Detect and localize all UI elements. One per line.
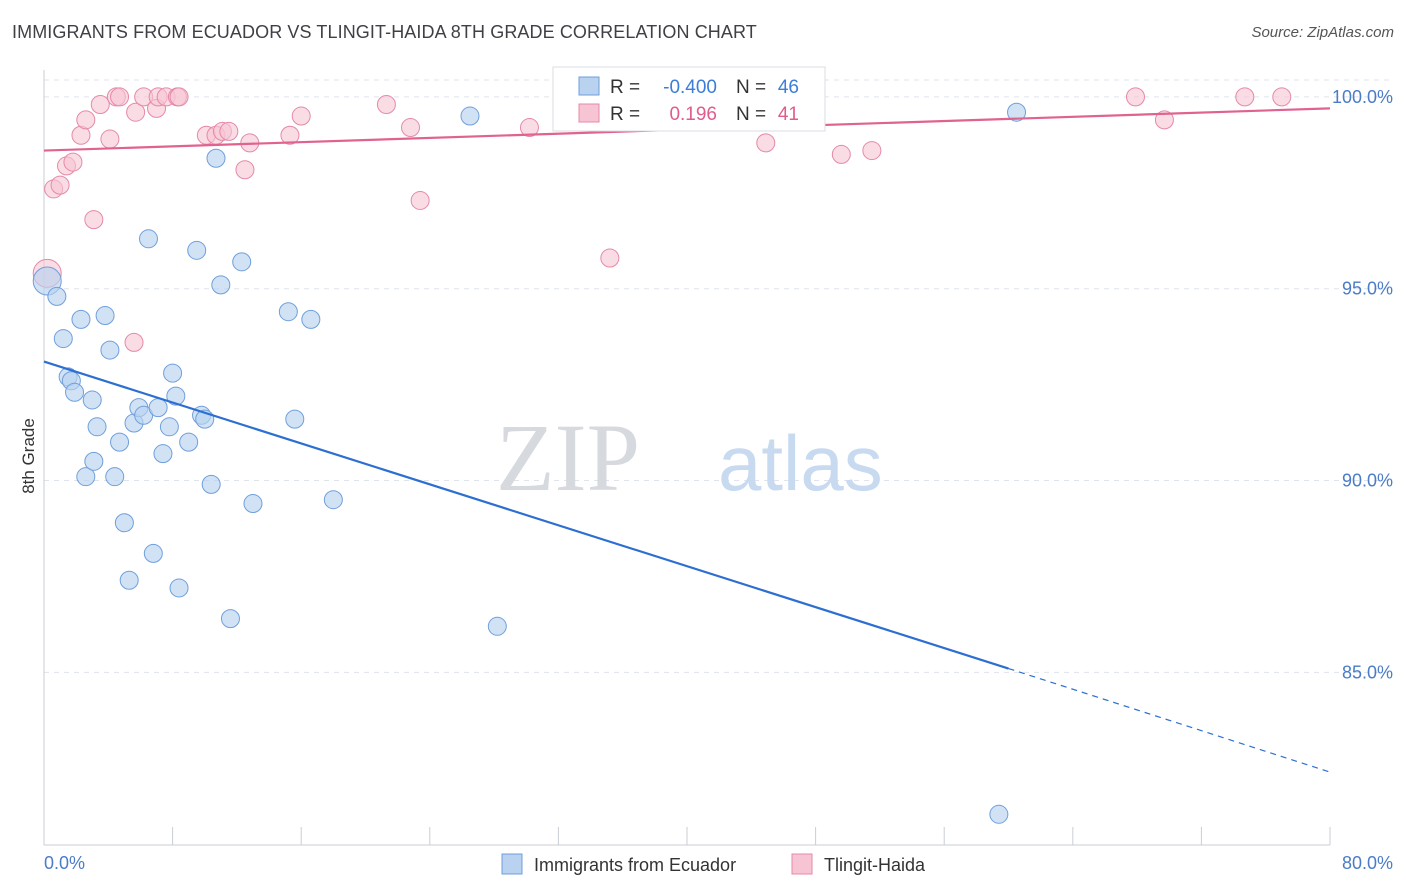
point-immigrants-from-ecuador: [105, 467, 125, 487]
point-immigrants-from-ecuador: [487, 616, 507, 636]
point-immigrants-from-ecuador: [138, 229, 158, 249]
point-immigrants-from-ecuador: [87, 417, 107, 437]
bottom-legend-swatch-blue: [501, 853, 523, 875]
point-immigrants-from-ecuador: [187, 240, 207, 260]
trend-line-ecuador-extension: [1008, 667, 1331, 773]
point-immigrants-from-ecuador: [95, 306, 115, 326]
point-immigrants-from-ecuador: [211, 275, 231, 295]
point-tlingit-haida: [280, 125, 300, 145]
stats-legend: R = -0.400 N = 46 R = 0.196 N = 41: [552, 66, 826, 132]
y-tick-label: 95.0%: [1342, 279, 1393, 299]
source-label: Source: ZipAtlas.com: [1251, 24, 1394, 41]
point-tlingit-haida: [63, 152, 83, 172]
point-immigrants-from-ecuador: [232, 252, 252, 272]
y-tick-label: 90.0%: [1342, 471, 1393, 491]
legend-n-label: N =: [736, 104, 766, 125]
legend-r-label: R =: [610, 104, 640, 125]
point-immigrants-from-ecuador: [220, 609, 240, 629]
point-immigrants-from-ecuador: [169, 578, 189, 598]
legend-n-value: 41: [778, 104, 799, 125]
point-tlingit-haida: [84, 210, 104, 230]
point-immigrants-from-ecuador: [110, 432, 130, 452]
point-tlingit-haida: [90, 95, 110, 115]
point-immigrants-from-ecuador: [65, 382, 85, 402]
bottom-legend-label-tlingit: Tlingit-Haida: [824, 855, 926, 875]
point-tlingit-haida: [1272, 87, 1292, 107]
point-tlingit-haida: [169, 87, 189, 107]
legend-n-label: N =: [736, 77, 766, 98]
point-tlingit-haida: [1235, 87, 1255, 107]
y-axis-tick-labels: 85.0% 90.0% 95.0% 100.0%: [1332, 87, 1393, 682]
bottom-legend-swatch-pink: [791, 853, 813, 875]
point-tlingit-haida: [401, 118, 421, 138]
point-tlingit-haida: [862, 141, 882, 161]
bottom-legend: Immigrants from Ecuador Tlingit-Haida: [501, 853, 926, 875]
point-immigrants-from-ecuador: [84, 451, 104, 471]
point-immigrants-from-ecuador: [82, 390, 102, 410]
point-tlingit-haida: [1154, 110, 1174, 130]
point-tlingit-haida: [376, 95, 396, 115]
point-tlingit-haida: [76, 110, 96, 130]
watermark-zip: ZIP: [496, 404, 640, 511]
legend-r-label: R =: [610, 77, 640, 98]
point-tlingit-haida: [831, 144, 851, 164]
point-tlingit-haida: [110, 87, 130, 107]
point-immigrants-from-ecuador: [179, 432, 199, 452]
point-immigrants-from-ecuador: [148, 398, 168, 418]
point-tlingit-haida: [124, 332, 144, 352]
point-immigrants-from-ecuador: [100, 340, 120, 360]
point-immigrants-from-ecuador: [153, 444, 173, 464]
point-tlingit-haida: [519, 118, 539, 138]
point-immigrants-from-ecuador: [143, 543, 163, 563]
x-axis-ticks: [43, 827, 1331, 845]
point-immigrants-from-ecuador: [323, 490, 343, 510]
point-immigrants-from-ecuador: [243, 494, 263, 514]
point-immigrants-from-ecuador: [159, 417, 179, 437]
point-tlingit-haida: [756, 133, 776, 153]
x-tick-label-min: 0.0%: [44, 853, 85, 873]
legend-r-value: 0.196: [669, 104, 717, 125]
axes: [43, 70, 1330, 846]
point-tlingit-haida: [100, 129, 120, 149]
point-tlingit-haida: [219, 121, 239, 141]
watermark: ZIP atlas: [496, 404, 883, 511]
y-tick-label: 85.0%: [1342, 662, 1393, 682]
point-tlingit-haida: [235, 160, 255, 180]
point-immigrants-from-ecuador: [201, 474, 221, 494]
bottom-legend-label-ecuador: Immigrants from Ecuador: [534, 855, 736, 875]
point-immigrants-from-ecuador: [119, 570, 139, 590]
point-immigrants-from-ecuador: [301, 309, 321, 329]
point-immigrants-from-ecuador: [460, 106, 480, 126]
y-tick-label: 100.0%: [1332, 87, 1393, 107]
point-immigrants-from-ecuador: [166, 386, 186, 406]
point-tlingit-haida: [50, 175, 70, 195]
point-tlingit-haida: [126, 102, 146, 122]
legend-swatch-pink: [578, 103, 600, 123]
point-tlingit-haida: [600, 248, 620, 268]
chart-title: IMMIGRANTS FROM ECUADOR VS TLINGIT-HAIDA…: [12, 22, 757, 42]
point-immigrants-from-ecuador: [76, 467, 96, 487]
legend-r-value: -0.400: [663, 77, 717, 98]
point-immigrants-from-ecuador: [71, 309, 91, 329]
y-axis-label: 8th Grade: [19, 418, 38, 494]
point-immigrants-from-ecuador: [285, 409, 305, 429]
point-immigrants-from-ecuador: [1007, 102, 1027, 122]
watermark-atlas: atlas: [718, 419, 883, 507]
point-tlingit-haida: [291, 106, 311, 126]
point-immigrants-from-ecuador: [114, 513, 134, 533]
trend-line-ecuador: [43, 360, 1009, 670]
series-immigrants-from-ecuador: [32, 102, 1027, 824]
x-tick-label-max: 80.0%: [1342, 853, 1393, 873]
point-tlingit-haida: [1125, 87, 1145, 107]
point-immigrants-from-ecuador: [163, 363, 183, 383]
point-immigrants-from-ecuador: [53, 329, 73, 349]
point-tlingit-haida: [410, 190, 430, 210]
legend-swatch-blue: [578, 76, 600, 96]
legend-n-value: 46: [778, 77, 799, 98]
point-immigrants-from-ecuador: [989, 804, 1009, 824]
point-immigrants-from-ecuador: [47, 286, 67, 306]
point-immigrants-from-ecuador: [206, 148, 226, 168]
point-immigrants-from-ecuador: [278, 302, 298, 322]
